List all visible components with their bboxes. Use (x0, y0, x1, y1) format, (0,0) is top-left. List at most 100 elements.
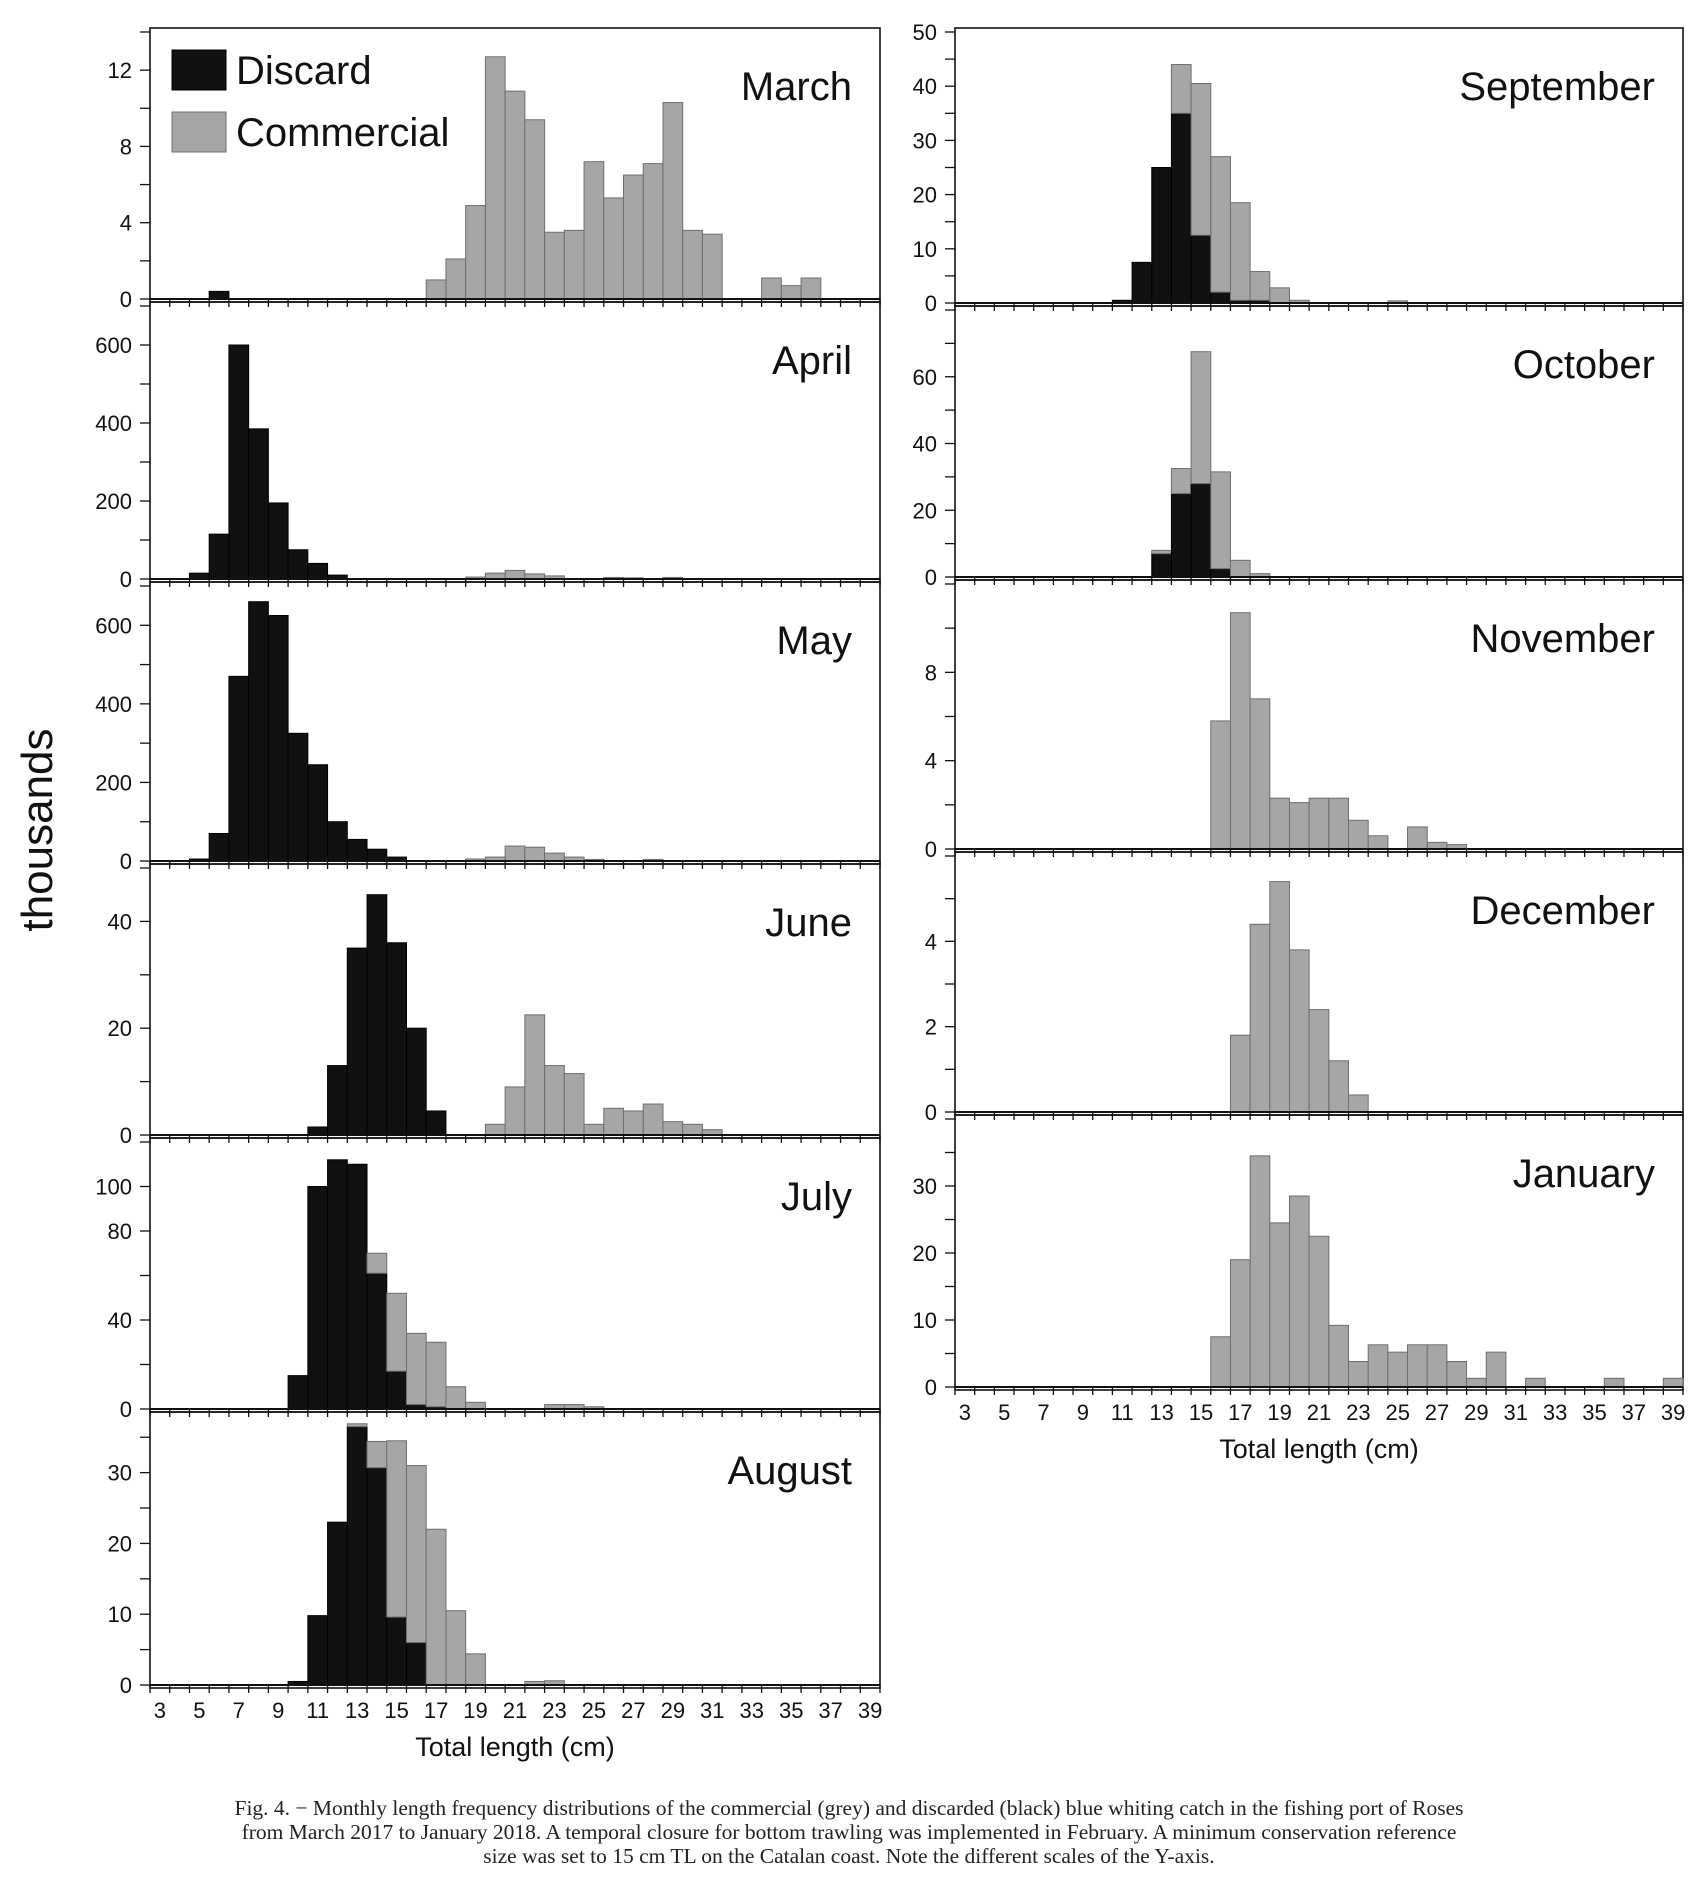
y-tick-label: 40 (913, 74, 937, 99)
y-tick-label: 600 (95, 613, 132, 638)
y-tick-label: 4 (925, 929, 937, 954)
bar-discard (366, 1272, 388, 1410)
x-tick-label: 29 (661, 1698, 685, 1723)
bar-commercial (1229, 612, 1251, 850)
bar-commercial (800, 277, 822, 300)
bar-commercial (662, 1121, 684, 1136)
bar-discard (307, 1186, 329, 1410)
panel-april: 0 200 400 600 April (95, 301, 881, 592)
bar-commercial (445, 1386, 467, 1410)
y-tick-label: 8 (120, 134, 132, 159)
bar-discard (1190, 483, 1212, 578)
caption-line: Fig. 4. − Monthly length frequency distr… (234, 1796, 1464, 1820)
bar-commercial (1249, 923, 1271, 1113)
bar-commercial (504, 569, 526, 580)
panel-may: 0 200 400 600 May (95, 581, 881, 874)
caption-line: from March 2017 to January 2018. A tempo… (241, 1820, 1457, 1844)
bar-commercial (504, 90, 526, 300)
panel-title: March (741, 65, 852, 109)
panel-title: November (1470, 617, 1655, 661)
x-tick-label: 13 (345, 1698, 369, 1723)
bar-commercial (504, 845, 526, 862)
bar-discard (1170, 493, 1192, 578)
panel-july: 0 40 80 100 July (95, 1137, 881, 1422)
x-tick-label: 9 (272, 1698, 284, 1723)
bar-discard (1151, 167, 1172, 304)
bar-commercial (1525, 1377, 1546, 1388)
figure-caption: Fig. 4. − Monthly length frequency distr… (0, 1796, 1698, 1868)
y-tick-label: 30 (913, 1174, 937, 1199)
y-tick-label: 0 (120, 1673, 132, 1698)
bar-commercial (623, 1110, 644, 1136)
bar-commercial (524, 1014, 546, 1136)
bar-commercial (1367, 1344, 1389, 1388)
bar-commercial (1367, 835, 1389, 850)
y-tick-label: 200 (95, 770, 132, 795)
bar-discard (425, 1110, 447, 1136)
bar-commercial (484, 1123, 506, 1136)
bar-discard (248, 601, 269, 862)
bar-discard (366, 848, 388, 862)
panel-title: May (776, 619, 852, 663)
bar-commercial (445, 1610, 467, 1686)
bar-commercial (504, 1086, 526, 1136)
x-tick-label: 15 (1189, 1400, 1213, 1425)
bar-commercial (1288, 802, 1310, 850)
y-tick-label: 2 (925, 1015, 937, 1040)
bar-discard (307, 1126, 329, 1136)
bar-commercial (563, 1073, 585, 1136)
y-tick-label: 10 (108, 1602, 132, 1627)
panel-september: 0 10 20 30 40 50 September (913, 20, 1684, 316)
x-tick-label: 7 (233, 1698, 245, 1723)
x-tick-label: 33 (1543, 1400, 1567, 1425)
x-tick-label: 29 (1464, 1400, 1488, 1425)
x-tick-label: 19 (463, 1698, 487, 1723)
bar-commercial (1151, 549, 1172, 555)
bar-commercial (405, 1332, 427, 1406)
y-tick-label: 100 (95, 1175, 132, 1200)
legend-label-commercial: Commercial (236, 111, 449, 155)
bar-commercial (445, 258, 467, 300)
panel-march: 0 4 8 12 March (108, 27, 881, 312)
panel-title: July (781, 1175, 852, 1219)
bar-discard (366, 894, 388, 1136)
x-tick-label: 11 (1111, 1400, 1134, 1425)
bar-commercial (465, 1401, 486, 1410)
bar-commercial (1190, 351, 1212, 485)
bar-commercial (544, 1065, 565, 1136)
bar-commercial (662, 102, 684, 300)
bar-commercial (1229, 202, 1251, 301)
bar-commercial (1387, 1351, 1409, 1388)
bar-discard (208, 290, 230, 300)
bar-discard (267, 502, 289, 580)
legend-label-discard: Discard (236, 49, 372, 93)
bar-discard (1210, 568, 1231, 578)
y-tick-label: 20 (913, 183, 937, 208)
bar-discard (346, 947, 368, 1136)
legend-swatch-discard (171, 49, 227, 91)
bar-commercial (366, 1440, 388, 1469)
x-tick-label: 25 (582, 1698, 606, 1723)
legend-swatch-commercial (171, 111, 227, 153)
bar-commercial (1229, 1259, 1251, 1388)
bar-commercial (1328, 1060, 1350, 1113)
y-tick-label: 0 (925, 291, 937, 316)
bar-commercial (1308, 797, 1330, 850)
x-tick-label: 7 (1037, 1400, 1049, 1425)
y-tick-label: 4 (120, 211, 132, 236)
x-tick-label: 35 (779, 1698, 803, 1723)
bar-discard (386, 942, 407, 1136)
x-tick-label: 19 (1267, 1400, 1291, 1425)
bar-discard (405, 1642, 427, 1686)
bar-discard (1151, 553, 1172, 578)
bar-discard (1210, 291, 1231, 304)
panel-frame (149, 1411, 881, 1689)
x-tick-label: 25 (1385, 1400, 1409, 1425)
bar-commercial (1210, 156, 1231, 293)
y-tick-label: 200 (95, 489, 132, 514)
bar-commercial (1229, 559, 1251, 578)
bar-commercial (642, 1103, 664, 1136)
bar-commercial (1308, 1009, 1330, 1113)
